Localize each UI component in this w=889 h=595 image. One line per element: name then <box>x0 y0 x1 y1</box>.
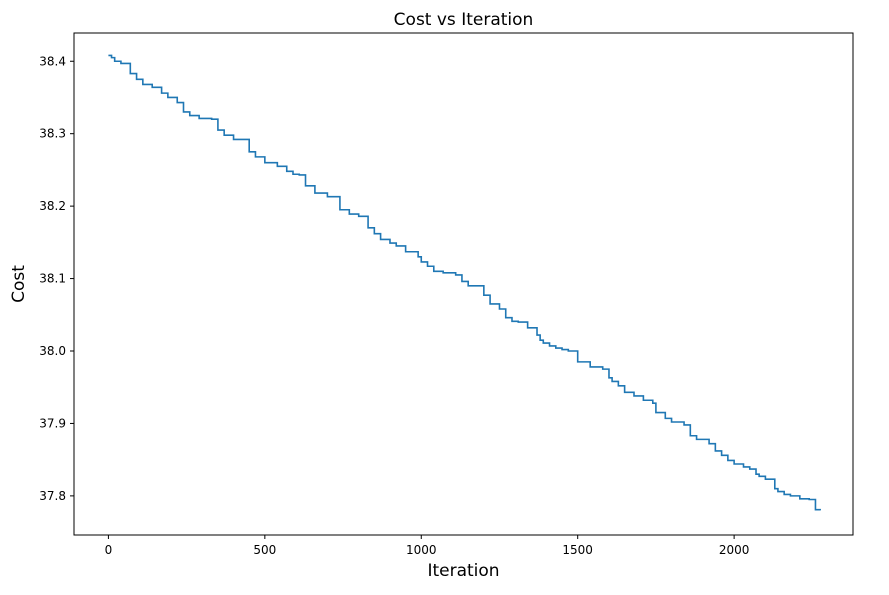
y-axis-label: Cost <box>9 265 29 303</box>
y-tick-label: 37.9 <box>39 416 66 430</box>
chart-title: Cost vs Iteration <box>394 10 534 30</box>
y-tick-label: 37.8 <box>39 489 66 503</box>
line-layer <box>108 54 821 511</box>
x-tick-label: 2000 <box>719 543 750 557</box>
x-tick-label: 0 <box>105 543 113 557</box>
y-tick-label: 38.1 <box>39 272 66 286</box>
x-axis-label: Iteration <box>427 561 499 581</box>
y-tick-label: 38.4 <box>39 54 66 68</box>
y-tick-label: 38.0 <box>39 344 66 358</box>
y-tick-label: 38.3 <box>39 127 66 141</box>
y-tick-label: 38.2 <box>39 199 66 213</box>
y-axis: 37.8 37.9 38.0 38.1 38.2 38.3 38.4 <box>39 54 74 503</box>
axes-frame <box>73 32 854 536</box>
x-tick-label: 1500 <box>562 543 593 557</box>
cost-series-line <box>108 54 821 511</box>
x-tick-label: 500 <box>253 543 276 557</box>
x-tick-label: 1000 <box>406 543 437 557</box>
plot-area <box>73 32 854 536</box>
x-axis: 0 500 1000 1500 2000 <box>105 535 750 557</box>
